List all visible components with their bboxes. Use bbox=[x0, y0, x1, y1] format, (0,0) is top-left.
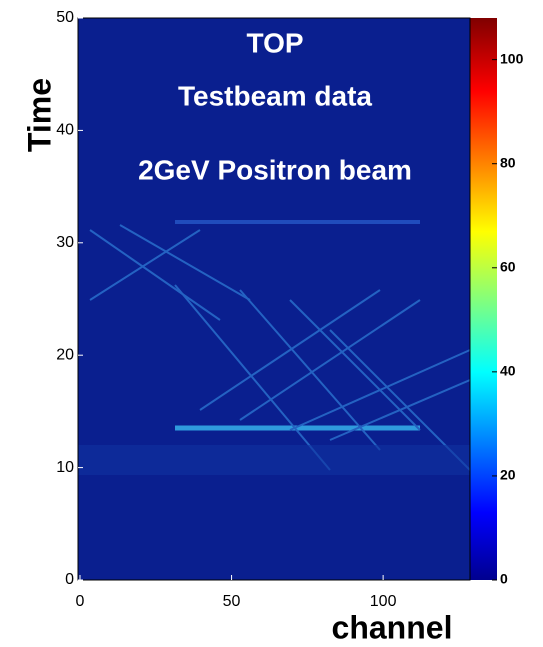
colorbar-tick-label: 60 bbox=[500, 258, 516, 274]
annotation: 2GeV Positron beam bbox=[138, 154, 412, 185]
x-tick-label: 100 bbox=[370, 593, 397, 610]
x-tick-label: 0 bbox=[76, 593, 85, 610]
plot-area bbox=[78, 18, 470, 580]
y-axis-label: Time bbox=[21, 78, 57, 152]
y-tick-label: 40 bbox=[56, 122, 74, 139]
colorbar-tick-label: 0 bbox=[500, 571, 508, 587]
y-tick-label: 30 bbox=[56, 234, 74, 251]
annotation: TOP bbox=[246, 27, 303, 58]
y-tick-label: 20 bbox=[56, 346, 74, 363]
y-tick-label: 10 bbox=[56, 459, 74, 476]
y-tick-label: 50 bbox=[56, 9, 74, 26]
colorbar-tick-label: 20 bbox=[500, 467, 516, 483]
colorbar-tick-label: 100 bbox=[500, 50, 524, 66]
annotation: Testbeam data bbox=[178, 80, 372, 111]
x-axis-label: channel bbox=[332, 609, 453, 645]
colorbar-tick-label: 40 bbox=[500, 363, 516, 379]
heatmap-pattern bbox=[78, 220, 471, 475]
y-tick-label: 0 bbox=[65, 571, 74, 588]
plot-frame bbox=[77, 17, 471, 581]
colorbar-tick-label: 80 bbox=[500, 154, 516, 170]
colorbar bbox=[470, 18, 497, 580]
x-tick-label: 50 bbox=[223, 593, 241, 610]
